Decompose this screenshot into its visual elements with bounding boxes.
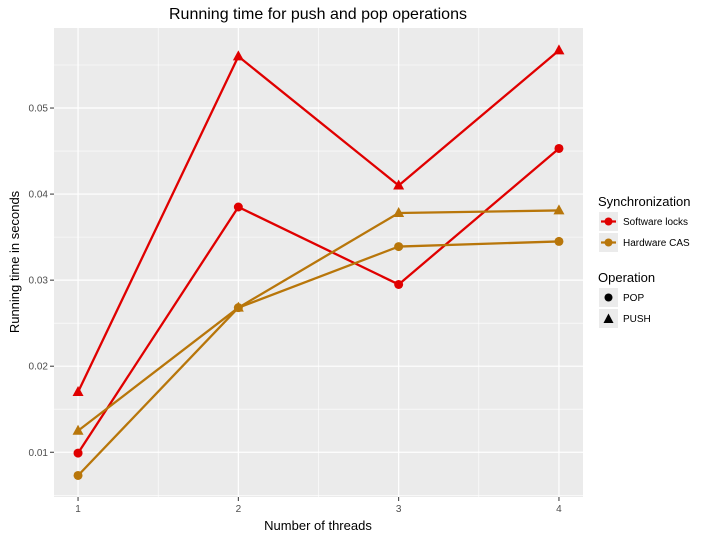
- y-tick-label: 0.01: [29, 448, 49, 459]
- legend-key-pop-shape: [604, 293, 613, 302]
- series-layer: [72, 44, 565, 480]
- legend-label-hardware: Hardware CAS: [623, 238, 690, 249]
- x-tick-label: 2: [236, 504, 242, 515]
- legend-title-synchronization: Synchronization: [598, 194, 691, 209]
- y-tick-label: 0.02: [29, 362, 49, 373]
- point-hardware-cas-pop: [233, 303, 243, 313]
- x-tick-label: 3: [396, 504, 402, 515]
- series-line-hardware-cas-pop: [77, 240, 559, 477]
- legend-label-software: Software locks: [623, 217, 688, 228]
- chart-title: Running time for push and pop operations: [169, 6, 467, 23]
- legend-title-operation: Operation: [598, 270, 655, 285]
- x-axis-title: Number of threads: [264, 518, 372, 533]
- y-tick-label: 0.03: [29, 276, 49, 287]
- legend-label-push: PUSH: [623, 314, 651, 325]
- y-tick-label: 0.05: [29, 104, 49, 115]
- point-software-locks-push: [553, 44, 565, 55]
- legend-key-software-dot: [604, 217, 613, 226]
- point-hardware-cas-push: [393, 207, 405, 218]
- point-hardware-cas-pop: [554, 236, 564, 246]
- point-software-locks-push: [232, 50, 244, 61]
- point-hardware-cas-push: [553, 204, 565, 215]
- y-tick-label: 0.04: [29, 190, 49, 201]
- series-line-hardware-cas-push: [77, 209, 559, 432]
- series-line-software-locks-push: [77, 49, 560, 393]
- point-software-locks-pop: [394, 279, 404, 289]
- legend-label-pop: POP: [623, 293, 644, 304]
- point-software-locks-pop: [233, 202, 243, 212]
- series-line-software-locks-pop: [77, 147, 560, 454]
- legend: Synchronization Software locks Hardware …: [598, 194, 691, 328]
- point-software-locks-pop: [554, 143, 564, 153]
- legend-key-push-shape: [603, 313, 614, 323]
- point-software-locks-pop: [73, 448, 83, 458]
- x-tick-label: 1: [75, 504, 81, 515]
- y-axis-title: Running time in seconds: [7, 190, 22, 333]
- point-hardware-cas-push: [72, 424, 84, 435]
- axes: 1 2 3 4 0.01 0.02 0.03 0.04 0.05: [29, 104, 563, 515]
- point-software-locks-push: [393, 179, 405, 190]
- point-hardware-cas-pop: [73, 470, 83, 480]
- grid: [54, 28, 583, 497]
- point-hardware-cas-pop: [394, 242, 404, 252]
- x-tick-label: 4: [556, 504, 562, 515]
- legend-key-hardware-dot: [604, 238, 613, 247]
- point-software-locks-push: [72, 386, 84, 397]
